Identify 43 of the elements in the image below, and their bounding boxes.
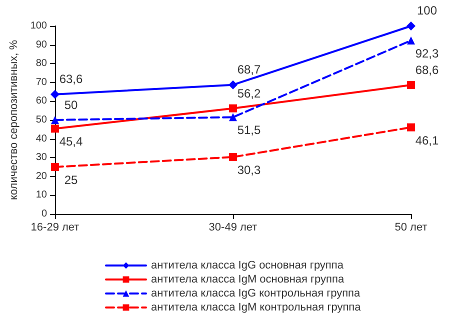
point bbox=[51, 163, 59, 171]
data-label: 92,3 bbox=[415, 46, 439, 60]
data-label: 100 bbox=[416, 4, 438, 18]
y-tick-label: 0 bbox=[41, 208, 48, 220]
data-label: 63,6 bbox=[59, 72, 83, 86]
y-tick-label: 70 bbox=[36, 76, 48, 88]
legend-label: антитела класса IgG контрольная группа bbox=[151, 288, 361, 300]
x-tick-label: 50 лет bbox=[394, 222, 428, 234]
point bbox=[51, 124, 59, 133]
point bbox=[407, 36, 415, 44]
data-label: 68,7 bbox=[237, 62, 261, 76]
y-tick-label: 90 bbox=[36, 39, 48, 50]
y-tick-label: 30 bbox=[36, 152, 48, 164]
y-tick-label: 40 bbox=[36, 133, 48, 144]
data-label: 68,6 bbox=[415, 63, 439, 78]
data-label: 50 bbox=[64, 98, 78, 112]
y-tick-label: 50 bbox=[36, 114, 48, 126]
point bbox=[229, 104, 237, 112]
data-label: 46,1 bbox=[415, 133, 439, 148]
x-tick-label: 16-29 лет bbox=[30, 222, 80, 234]
y-tick-label: 100 bbox=[30, 20, 48, 32]
y-axis-title: количество серопозитивных, % bbox=[8, 40, 20, 200]
data-label: 45,4 bbox=[59, 134, 83, 149]
y-tick-label: 60 bbox=[36, 96, 48, 107]
point bbox=[407, 123, 415, 132]
legend-label: антитела класса IgM основная группа bbox=[151, 274, 345, 286]
legend-label: антитела класса IgG основная группа bbox=[151, 260, 344, 272]
point bbox=[50, 90, 60, 99]
point bbox=[51, 116, 59, 124]
point bbox=[229, 113, 237, 122]
y-tick-label: 80 bbox=[36, 58, 48, 70]
legend-label: антитела класса IgM контрольная группа bbox=[151, 302, 362, 314]
x-tick-label: 30-49 лет bbox=[208, 222, 258, 234]
point bbox=[407, 81, 415, 90]
y-tick-label: 20 bbox=[36, 170, 48, 182]
data-label: 56,2 bbox=[237, 86, 261, 100]
data-label: 25 bbox=[64, 173, 78, 187]
data-label: 51,5 bbox=[237, 123, 261, 138]
point bbox=[229, 153, 237, 162]
point bbox=[228, 80, 238, 90]
data-label: 30,3 bbox=[237, 163, 261, 178]
point bbox=[406, 22, 416, 30]
y-tick-label: 10 bbox=[36, 190, 48, 201]
